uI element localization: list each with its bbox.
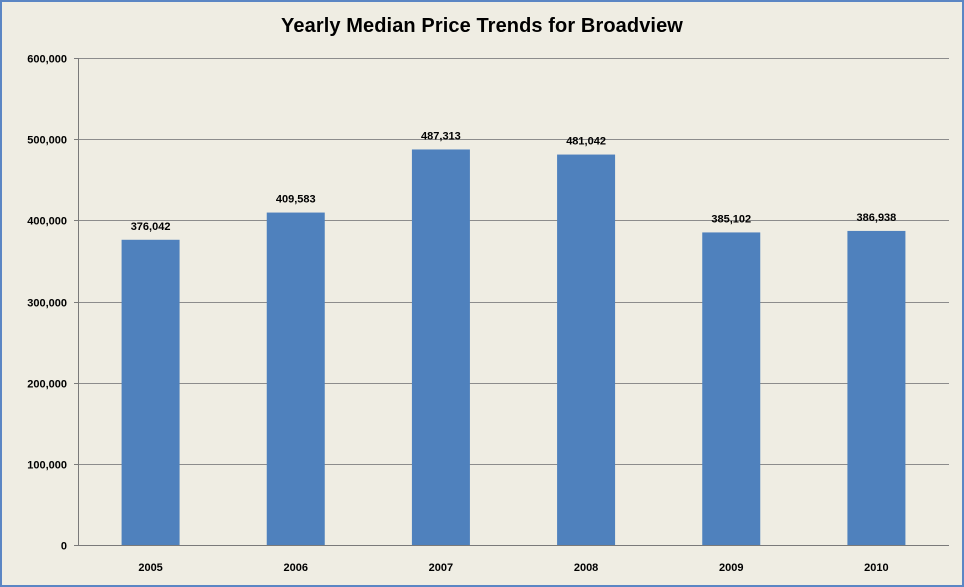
data-label-2006: 409,583 [276,194,316,206]
x-tick-label: 2009 [719,562,743,574]
y-tick-label: 600,000 [27,54,67,66]
bar-2009 [702,232,761,545]
x-tick-label: 2006 [284,562,308,574]
x-tick-label: 2010 [864,562,888,574]
y-tick-label: 400,000 [27,216,67,228]
y-tick-label: 100,000 [27,460,67,472]
data-label-2008: 481,042 [566,136,606,148]
bar-2006 [266,212,325,546]
bar-2005 [121,239,180,545]
bar-2010 [847,230,906,546]
y-tick-label: 0 [61,541,67,553]
bar-2007 [411,149,470,545]
y-tick-label: 200,000 [27,379,67,391]
data-label-2007: 487,313 [421,130,461,142]
x-tick-label: 2008 [574,562,598,574]
data-label-2010: 386,938 [857,212,897,224]
data-label-2005: 376,042 [131,221,171,233]
x-tick-label: 2005 [138,562,162,574]
y-tick-label: 500,000 [27,135,67,147]
y-tick-label: 300,000 [27,298,67,310]
data-label-2009: 385,102 [711,213,751,225]
x-tick-label: 2007 [429,562,453,574]
chart-title: Yearly Median Price Trends for Broadview [281,15,683,37]
bar-2008 [557,154,616,545]
